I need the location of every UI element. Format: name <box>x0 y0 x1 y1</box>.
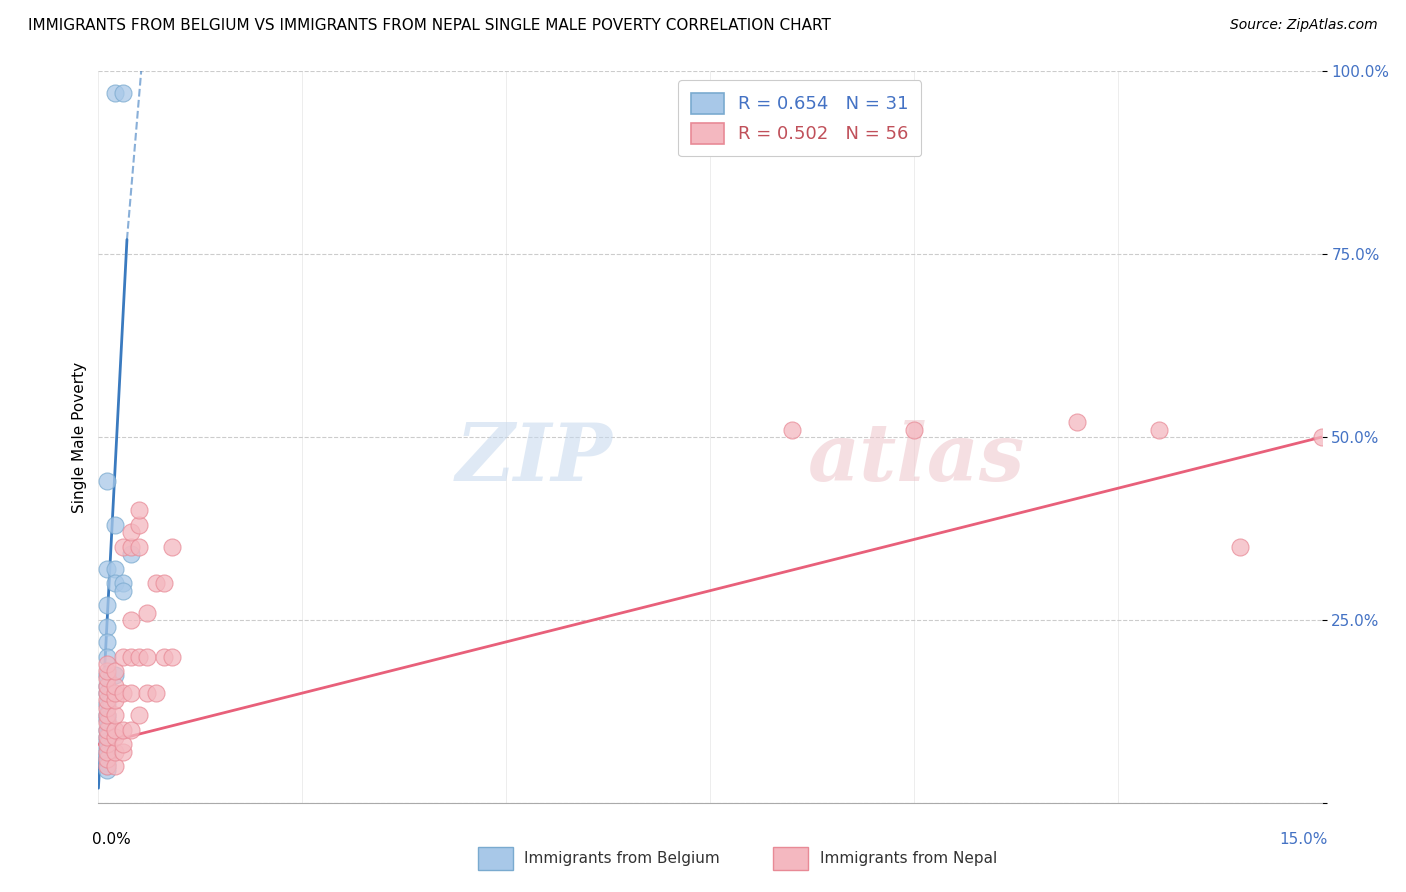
Point <box>111 745 134 759</box>
Point <box>128 540 150 554</box>
Point <box>152 576 174 591</box>
Point <box>111 737 134 751</box>
Point <box>160 649 183 664</box>
Point <box>96 664 118 678</box>
Point <box>780 423 803 437</box>
Point <box>96 763 118 777</box>
Point <box>96 737 118 751</box>
Point <box>104 686 127 700</box>
Point <box>152 649 174 664</box>
Point <box>96 752 118 766</box>
Point <box>104 667 127 681</box>
Point <box>136 649 159 664</box>
Point <box>96 752 118 766</box>
Point <box>96 693 118 707</box>
Point <box>104 708 127 723</box>
Point <box>96 759 118 773</box>
Text: Source: ZipAtlas.com: Source: ZipAtlas.com <box>1230 18 1378 32</box>
Point <box>96 700 118 714</box>
Point <box>96 730 118 744</box>
Point <box>96 759 118 773</box>
Point <box>96 708 118 723</box>
Point <box>145 686 167 700</box>
Point <box>96 723 118 737</box>
Point <box>96 712 118 726</box>
Point <box>96 686 118 700</box>
Point <box>120 686 142 700</box>
Text: atlas: atlas <box>808 420 1025 498</box>
Point <box>96 756 118 770</box>
Legend: R = 0.654   N = 31, R = 0.502   N = 56: R = 0.654 N = 31, R = 0.502 N = 56 <box>679 80 921 156</box>
Point <box>96 745 118 759</box>
Point <box>96 562 118 576</box>
Point <box>128 708 150 723</box>
Point <box>111 649 134 664</box>
Point <box>96 686 118 700</box>
Point <box>120 525 142 540</box>
Point <box>1310 430 1333 444</box>
Text: Immigrants from Nepal: Immigrants from Nepal <box>820 851 997 866</box>
Text: IMMIGRANTS FROM BELGIUM VS IMMIGRANTS FROM NEPAL SINGLE MALE POVERTY CORRELATION: IMMIGRANTS FROM BELGIUM VS IMMIGRANTS FR… <box>28 18 831 33</box>
Point <box>104 759 127 773</box>
Point <box>111 540 134 554</box>
Point <box>145 576 167 591</box>
Point <box>128 503 150 517</box>
Point <box>96 649 118 664</box>
Point <box>104 562 127 576</box>
Point <box>96 740 118 755</box>
Point <box>96 748 118 763</box>
Text: Immigrants from Belgium: Immigrants from Belgium <box>524 851 720 866</box>
Point <box>1229 540 1251 554</box>
Point <box>136 606 159 620</box>
Point <box>120 547 142 561</box>
Point <box>96 745 118 759</box>
Point <box>1147 423 1170 437</box>
Point <box>104 745 127 759</box>
Text: ZIP: ZIP <box>456 420 612 498</box>
Text: 0.0%: 0.0% <box>93 832 131 847</box>
Point <box>160 540 183 554</box>
Point <box>111 87 134 101</box>
Point <box>96 679 118 693</box>
Point <box>104 730 127 744</box>
Point <box>104 87 127 101</box>
Point <box>104 576 127 591</box>
Point <box>111 686 134 700</box>
Point <box>96 708 118 723</box>
Point <box>96 723 118 737</box>
Point <box>120 649 142 664</box>
Point <box>104 679 127 693</box>
Point <box>96 620 118 634</box>
Point <box>96 679 118 693</box>
Point <box>128 649 150 664</box>
Point <box>96 715 118 730</box>
Point <box>128 517 150 532</box>
Point <box>136 686 159 700</box>
Point <box>96 657 118 671</box>
Point <box>96 635 118 649</box>
Point <box>111 723 134 737</box>
Point <box>96 733 118 747</box>
Point <box>96 599 118 613</box>
Point <box>111 576 134 591</box>
Point <box>1066 416 1088 430</box>
Point <box>96 697 118 711</box>
Point <box>104 693 127 707</box>
Point <box>96 672 118 686</box>
Point <box>111 583 134 598</box>
Point <box>96 730 118 744</box>
Point <box>903 423 925 437</box>
Point <box>96 667 118 681</box>
Point <box>120 723 142 737</box>
Y-axis label: Single Male Poverty: Single Male Poverty <box>72 361 87 513</box>
Point <box>96 474 118 488</box>
Point <box>120 613 142 627</box>
Point <box>120 540 142 554</box>
Text: 15.0%: 15.0% <box>1279 832 1327 847</box>
Point <box>104 664 127 678</box>
Point <box>104 723 127 737</box>
Point <box>104 517 127 532</box>
